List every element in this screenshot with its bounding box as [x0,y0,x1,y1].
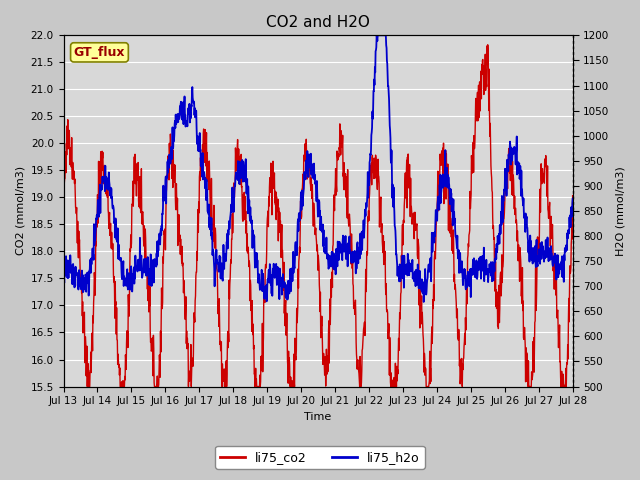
li75_co2 [569,193,577,199]
li75_co2 [277,247,285,253]
li75_co2 [287,384,295,389]
X-axis label: Time: Time [305,412,332,422]
Y-axis label: CO2 (mmol/m3): CO2 (mmol/m3) [15,167,25,255]
Y-axis label: H2O (mmol/m3): H2O (mmol/m3) [615,166,625,256]
li75_co2 [111,315,118,321]
Line: li75_co2: li75_co2 [29,45,573,386]
li75_h2o [287,274,294,279]
li75_co2 [484,42,492,48]
Legend: li75_co2, li75_h2o: li75_co2, li75_h2o [215,446,425,469]
Line: li75_h2o: li75_h2o [29,36,573,302]
Text: GT_flux: GT_flux [74,46,125,59]
Title: CO2 and H2O: CO2 and H2O [266,15,370,30]
li75_co2 [26,184,33,190]
li75_h2o [563,242,570,248]
li75_h2o [509,146,517,152]
li75_h2o [420,299,428,305]
li75_h2o [276,275,284,280]
li75_co2 [429,306,437,312]
li75_co2 [50,384,58,389]
li75_h2o [430,233,438,239]
li75_co2 [509,172,517,178]
li75_h2o [569,196,577,202]
li75_h2o [26,184,33,190]
li75_h2o [111,221,118,227]
li75_h2o [373,33,381,38]
li75_co2 [563,384,570,389]
